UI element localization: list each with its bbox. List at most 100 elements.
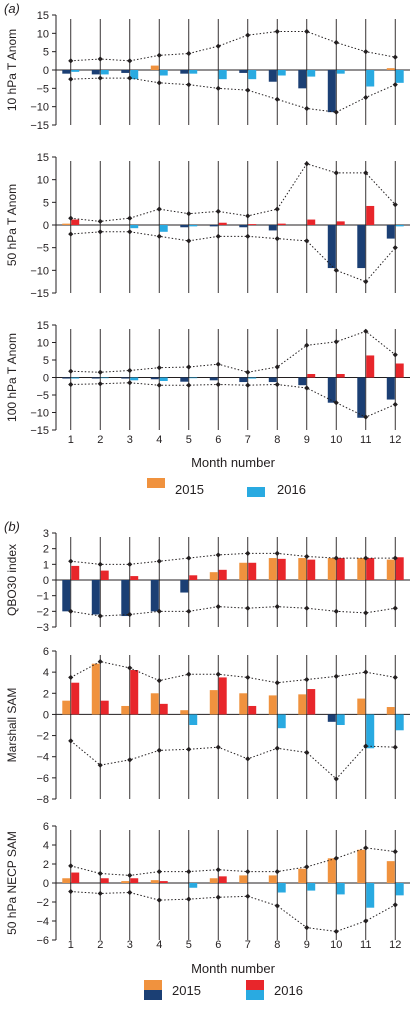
- envelope-lower-marker: [245, 605, 251, 611]
- legend-a-2016-label: 2016: [277, 482, 306, 497]
- envelope-upper-marker: [363, 845, 369, 851]
- bar-2015-month-4: [150, 65, 159, 70]
- y-axis-label: 100 hPa T Anom: [5, 333, 19, 422]
- x-tick-label: 11: [360, 939, 371, 951]
- bar-2016-month-3: [130, 576, 139, 580]
- bar-2015-month-2: [91, 580, 100, 615]
- y-tick-label: 0: [43, 575, 49, 587]
- envelope-lower-marker: [215, 381, 221, 388]
- y-tick-label: −5: [36, 390, 49, 402]
- bar-2016-month-5: [189, 70, 198, 74]
- x-tick-label: 8: [274, 939, 280, 951]
- y-tick-label: 4: [43, 667, 49, 679]
- bar-2015-month-10: [327, 70, 336, 113]
- bar-2016-month-2: [100, 70, 109, 75]
- bar-2016-month-5: [189, 883, 198, 888]
- envelope-upper-marker: [68, 674, 74, 681]
- bar-2015-month-9: [298, 558, 307, 580]
- bar-2016-month-12: [395, 225, 404, 227]
- x-tick-label: 2: [97, 434, 103, 446]
- bar-2015-month-5: [180, 580, 189, 593]
- bar-2016-month-10: [336, 714, 345, 725]
- bar-2016-month-4: [159, 225, 168, 232]
- legend-a-2015-label: 2015: [175, 482, 204, 497]
- x-axis-label: Month number: [191, 961, 275, 976]
- y-tick-label: −10: [30, 265, 49, 277]
- envelope-lower-marker: [333, 400, 339, 406]
- bar-2016-month-8: [277, 714, 286, 729]
- y-tick-label: −10: [30, 102, 49, 114]
- chart-marshall-sam: 6 4 2 0 −2 −4 −6 −8 Marshall SAM: [5, 646, 410, 806]
- bar-2015-month-8: [268, 558, 277, 580]
- bar-2015-month-5: [180, 710, 189, 715]
- bar-2016-month-4: [159, 703, 168, 715]
- bar-2015-month-6: [209, 572, 218, 580]
- bar-2015-month-4: [150, 580, 159, 612]
- envelope-upper-marker: [215, 43, 221, 49]
- bar-2016-month-7: [248, 562, 257, 580]
- envelope-upper-marker: [186, 211, 192, 217]
- legend-b-2016-label: 2016: [274, 983, 303, 998]
- bar-2015-month-6: [209, 377, 218, 381]
- envelope-lower-marker: [156, 80, 162, 86]
- bar-2016-month-6: [218, 70, 227, 80]
- envelope-upper-marker: [127, 367, 133, 374]
- bar-2016-month-9: [307, 689, 316, 715]
- envelope-lower-marker: [304, 385, 310, 391]
- envelope-upper-marker: [333, 170, 339, 176]
- envelope-upper-marker: [304, 161, 310, 167]
- bar-2015-month-2: [91, 377, 100, 379]
- bar-2016-month-1: [71, 377, 80, 379]
- y-axis-label: 10 hPa T Anom: [5, 29, 19, 111]
- x-tick-label: 1: [68, 434, 74, 446]
- bar-2016-month-11: [366, 205, 375, 225]
- bar-2016-month-1: [71, 872, 80, 883]
- envelope-lower-marker: [363, 610, 369, 616]
- bar-2016-month-6: [218, 222, 227, 225]
- envelope-lower-marker: [156, 747, 162, 753]
- envelope-lower-marker: [363, 94, 369, 101]
- y-tick-label: −3: [36, 622, 49, 634]
- legend-a-2015-swatch: [147, 478, 165, 488]
- envelope-lower-marker: [127, 380, 133, 386]
- envelope-lower-marker: [68, 888, 74, 895]
- x-tick-label: 7: [245, 434, 251, 446]
- bar-2016-month-8: [277, 883, 286, 893]
- envelope-upper-marker: [97, 870, 103, 877]
- envelope-upper-marker: [245, 869, 251, 875]
- envelope-upper-marker: [127, 872, 133, 878]
- bar-2016-month-2: [100, 878, 109, 883]
- envelope-upper-marker: [392, 54, 398, 60]
- panel-label-a: (a): [4, 1, 20, 16]
- bar-2015-month-7: [239, 875, 248, 883]
- bar-2015-month-5: [180, 225, 189, 228]
- envelope-lower-marker: [215, 233, 221, 239]
- envelope-lower-marker: [304, 105, 310, 112]
- bar-2015-month-5: [180, 70, 189, 74]
- bar-2016-month-4: [159, 881, 168, 883]
- envelope-upper-marker: [68, 215, 74, 221]
- bar-2016-month-8: [277, 70, 286, 76]
- envelope-upper-marker: [127, 58, 133, 64]
- y-tick-label: −5: [36, 243, 49, 255]
- bar-2015-month-8: [268, 377, 277, 383]
- bar-2016-month-12: [395, 70, 404, 83]
- envelope-upper-marker: [215, 671, 221, 677]
- envelope-upper-marker: [97, 369, 103, 375]
- bar-2015-month-6: [209, 690, 218, 715]
- envelope-upper-marker: [127, 665, 133, 671]
- bar-2015-month-11: [357, 377, 366, 418]
- bar-2015-month-4: [150, 693, 159, 715]
- bar-2015-month-1: [62, 878, 71, 883]
- envelope-lower-marker: [304, 749, 310, 756]
- bar-2015-month-12: [386, 559, 395, 580]
- x-tick-label: 5: [186, 939, 192, 951]
- bar-2015-month-7: [239, 70, 248, 73]
- envelope-lower-marker: [127, 889, 133, 896]
- envelope-lower-line: [70, 231, 396, 283]
- envelope-lower-marker: [333, 267, 339, 273]
- chart-qbo30-index: 3 2 1 0 −1 −2 −3 QBO30 index: [5, 528, 410, 634]
- envelope-upper-marker: [97, 56, 103, 62]
- bar-2015-month-4: [150, 880, 159, 883]
